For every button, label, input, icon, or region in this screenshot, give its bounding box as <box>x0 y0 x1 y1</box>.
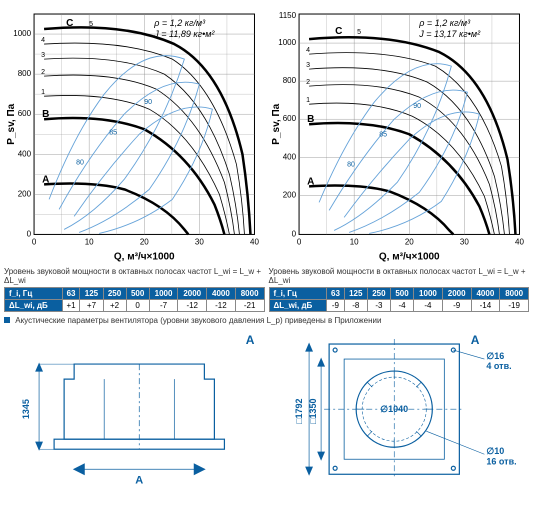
svg-text:85: 85 <box>379 131 387 138</box>
svg-text:90: 90 <box>413 103 421 110</box>
svg-text:40: 40 <box>250 237 259 246</box>
diagram-right-circle: ∅1040 <box>380 404 408 414</box>
svg-text:400: 400 <box>282 152 296 161</box>
chart-left-J: J = 11,89 кг•м² <box>153 29 215 39</box>
svg-text:800: 800 <box>282 76 296 85</box>
svg-text:600: 600 <box>282 114 296 123</box>
svg-text:3: 3 <box>41 52 45 59</box>
svg-text:20: 20 <box>140 237 149 246</box>
svg-text:5: 5 <box>89 21 93 28</box>
chart-left-svg: 0 10 20 30 40 0 200 400 600 800 1000 Q, … <box>4 4 265 265</box>
svg-text:0: 0 <box>32 237 37 246</box>
svg-text:80: 80 <box>76 159 84 166</box>
chart-right-table-caption: Уровень звуковой мощности в октавных пол… <box>269 267 530 285</box>
svg-text:85: 85 <box>109 129 117 136</box>
svg-text:5: 5 <box>357 29 361 36</box>
svg-text:30: 30 <box>195 237 204 246</box>
diagram-right-svg: A <box>269 329 530 489</box>
svg-text:40: 40 <box>515 237 524 246</box>
svg-text:10: 10 <box>85 237 94 246</box>
diagrams-row: A <box>4 329 529 489</box>
svg-text:90: 90 <box>144 99 152 106</box>
svg-text:1: 1 <box>41 89 45 96</box>
diagram-left-cell: A <box>4 329 265 489</box>
svg-text:200: 200 <box>18 189 32 198</box>
svg-text:0: 0 <box>296 237 301 246</box>
table-row: ΔL_wi, дБ -9 -8 -3 -4 -4 -9 -14 -19 <box>269 299 529 311</box>
chart-right-label-B: B <box>307 114 314 125</box>
diagram-left-height: 1345 <box>21 399 31 419</box>
diagram-right-hole2: ∅10 <box>486 446 504 456</box>
chart-left-cell: 0 10 20 30 40 0 200 400 600 800 1000 Q, … <box>4 4 265 312</box>
performance-charts-row: 0 10 20 30 40 0 200 400 600 800 1000 Q, … <box>4 4 529 312</box>
svg-text:1000: 1000 <box>13 29 31 38</box>
svg-text:80: 80 <box>347 161 355 168</box>
chart-left-label-C: C <box>66 18 73 29</box>
chart-left-xlabel: Q, м³/ч×1000 <box>114 251 175 262</box>
table-row: f_i, Гц 63 125 250 500 1000 2000 4000 80… <box>5 287 265 299</box>
chart-left-table-caption: Уровень звуковой мощности в октавных пол… <box>4 267 265 285</box>
acoustic-note-text: Акустические параметры вентилятора (уров… <box>15 316 381 325</box>
svg-text:4: 4 <box>306 47 310 54</box>
chart-right-J: J = 13,17 кг•м² <box>418 29 481 39</box>
table-row: ΔL_wi, дБ +1 +7 +2 0 -7 -12 -12 -21 <box>5 299 265 311</box>
svg-text:1150: 1150 <box>278 11 296 20</box>
diagram-right-outer: □1792 <box>294 398 304 423</box>
svg-text:1000: 1000 <box>278 38 296 47</box>
diagram-left-section-label: A <box>246 333 255 347</box>
chart-right-rho: ρ = 1,2 кг/м³ <box>418 18 471 28</box>
chart-right-ylabel: P_sv, Па <box>271 103 282 144</box>
diagram-right-cell: A <box>269 329 530 489</box>
bullet-icon <box>4 317 10 323</box>
chart-right-label-A: A <box>307 176 314 187</box>
svg-text:1: 1 <box>306 97 310 104</box>
chart-left-rho: ρ = 1,2 кг/м³ <box>153 18 206 28</box>
chart-left-label-A: A <box>42 174 49 185</box>
diagram-left-section-bottom: A <box>135 474 143 486</box>
chart-right-svg: 0 10 20 30 40 0 200 400 600 800 1000 115… <box>269 4 530 265</box>
svg-text:30: 30 <box>459 237 468 246</box>
diagram-right-hole1-qty: 4 отв. <box>486 361 511 371</box>
acoustic-note: Акустические параметры вентилятора (уров… <box>4 316 529 325</box>
chart-right-cell: 0 10 20 30 40 0 200 400 600 800 1000 115… <box>269 4 530 312</box>
chart-left-table: f_i, Гц 63 125 250 500 1000 2000 4000 80… <box>4 287 265 312</box>
chart-right-label-C: C <box>335 26 342 37</box>
chart-right-xlabel: Q, м³/ч×1000 <box>378 251 439 262</box>
page-root: 0 10 20 30 40 0 200 400 600 800 1000 Q, … <box>0 0 533 493</box>
svg-text:4: 4 <box>41 37 45 44</box>
svg-text:800: 800 <box>18 69 32 78</box>
diagram-left-svg: A <box>4 329 265 489</box>
diagram-right-hole1: ∅16 <box>486 351 504 361</box>
svg-text:0: 0 <box>27 229 32 238</box>
svg-text:2: 2 <box>306 79 310 86</box>
svg-text:400: 400 <box>18 149 32 158</box>
svg-text:2: 2 <box>41 69 45 76</box>
svg-text:10: 10 <box>349 237 358 246</box>
diagram-right-section-label: A <box>470 333 479 347</box>
svg-text:20: 20 <box>404 237 413 246</box>
diagram-right-inner: □1350 <box>308 398 318 423</box>
svg-text:200: 200 <box>282 190 296 199</box>
diagram-right-hole2-qty: 16 отв. <box>486 456 516 466</box>
svg-text:0: 0 <box>291 229 296 238</box>
chart-right-table: f_i, Гц 63 125 250 500 1000 2000 4000 80… <box>269 287 530 312</box>
svg-text:3: 3 <box>306 62 310 69</box>
svg-text:600: 600 <box>18 109 32 118</box>
table-row: f_i, Гц 63 125 250 500 1000 2000 4000 80… <box>269 287 529 299</box>
chart-left-ylabel: P_sv, Па <box>6 103 17 144</box>
chart-left-label-B: B <box>42 109 49 120</box>
